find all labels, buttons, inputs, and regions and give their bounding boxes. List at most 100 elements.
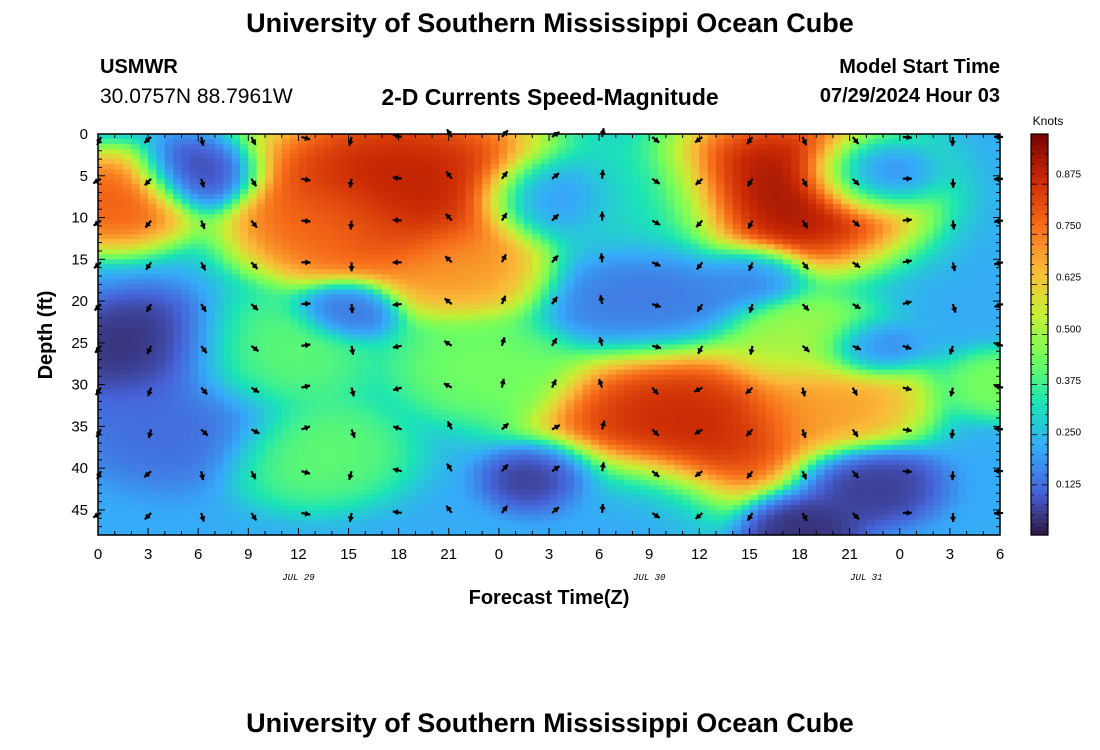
heatmap-cell	[590, 154, 600, 160]
heatmap-cell	[373, 314, 383, 321]
heatmap-cell	[590, 234, 600, 240]
heatmap-cell	[532, 464, 542, 471]
heatmap-cell	[281, 274, 291, 280]
heatmap-cell	[265, 479, 274, 486]
heatmap-cell	[139, 509, 149, 516]
heatmap-cell	[298, 499, 308, 506]
heatmap-cell	[131, 349, 141, 356]
heatmap-cell	[482, 379, 492, 386]
heatmap-cell	[106, 269, 116, 275]
heatmap-cell	[407, 224, 416, 230]
heatmap-cell	[340, 494, 350, 501]
heatmap-cell	[248, 314, 258, 321]
heatmap-cell	[498, 499, 508, 506]
heatmap-cell	[599, 379, 609, 386]
heatmap-cell	[398, 469, 408, 476]
heatmap-cell	[198, 429, 208, 436]
heatmap-cell	[181, 434, 191, 441]
heatmap-cell	[331, 394, 341, 401]
heatmap-cell	[123, 399, 133, 406]
heatmap-cell	[365, 384, 375, 391]
heatmap-cell	[532, 199, 542, 205]
heatmap-cell	[381, 474, 391, 481]
heatmap-cell	[148, 514, 158, 521]
heatmap-cell	[515, 449, 525, 456]
heatmap-cell	[557, 184, 567, 190]
heatmap-cell	[106, 309, 116, 316]
heatmap-cell	[206, 349, 216, 356]
heatmap-cell	[139, 364, 149, 371]
heatmap-cell	[565, 514, 575, 521]
heatmap-cell	[407, 404, 416, 411]
heatmap-cell	[206, 284, 216, 290]
heatmap-cell	[540, 364, 550, 371]
heatmap-cell	[457, 174, 467, 180]
heatmap-cell	[123, 419, 133, 426]
heatmap-cell	[281, 369, 291, 376]
heatmap-cell	[139, 214, 149, 220]
heatmap-cell	[607, 204, 617, 210]
heatmap-cell	[390, 164, 400, 170]
heatmap-cell	[189, 139, 199, 145]
heatmap-cell	[139, 359, 149, 366]
heatmap-cell	[373, 269, 383, 275]
heatmap-cell	[523, 224, 533, 230]
heatmap-cell	[390, 399, 400, 406]
heatmap-cell	[356, 354, 366, 361]
heatmap-cell	[323, 274, 333, 280]
heatmap-cell	[557, 519, 567, 526]
heatmap-cell	[590, 459, 600, 466]
heatmap-cell	[498, 159, 508, 165]
heatmap-cell	[373, 149, 383, 155]
heatmap-cell	[356, 469, 366, 476]
heatmap-cell	[281, 429, 291, 436]
heatmap-cell	[507, 479, 517, 486]
heatmap-cell	[599, 364, 609, 371]
heatmap-cell	[315, 264, 325, 270]
heatmap-cell	[457, 449, 467, 456]
heatmap-cell	[448, 339, 458, 346]
heatmap-cell	[540, 489, 550, 496]
heatmap-cell	[331, 289, 341, 295]
heatmap-cell	[256, 389, 266, 396]
heatmap-cell	[599, 369, 609, 376]
heatmap-cell	[340, 269, 350, 275]
heatmap-cell	[507, 284, 517, 290]
heatmap-cell	[523, 189, 533, 195]
heatmap-cell	[331, 294, 341, 301]
heatmap-cell	[615, 189, 625, 195]
heatmap-cell	[106, 509, 116, 516]
heatmap-cell	[164, 234, 174, 240]
heatmap-cell	[273, 399, 283, 406]
heatmap-cell	[315, 164, 325, 170]
heatmap-cell	[239, 469, 249, 476]
heatmap-cell	[131, 304, 141, 311]
heatmap-cell	[490, 204, 500, 210]
heatmap-cell	[189, 394, 199, 401]
heatmap-cell	[390, 159, 400, 165]
heatmap-cell	[515, 284, 525, 290]
heatmap-cell	[148, 339, 158, 346]
heatmap-cell	[498, 479, 508, 486]
heatmap-cell	[557, 414, 567, 421]
heatmap-cell	[306, 199, 316, 205]
heatmap-cell	[465, 304, 475, 311]
heatmap-cell	[398, 294, 408, 301]
heatmap-cell	[248, 149, 258, 155]
heatmap-cell	[231, 509, 241, 516]
heatmap-cell	[298, 514, 308, 521]
heatmap-cell	[98, 464, 107, 471]
heatmap-cell	[457, 364, 467, 371]
heatmap-cell	[557, 139, 567, 145]
heatmap-cell	[482, 164, 492, 170]
heatmap-cell	[273, 344, 283, 351]
heatmap-cell	[498, 344, 508, 351]
heatmap-cell	[432, 339, 442, 346]
heatmap-cell	[306, 374, 316, 381]
heatmap-cell	[398, 249, 408, 255]
heatmap-cell	[214, 319, 224, 326]
heatmap-cell	[248, 189, 258, 195]
heatmap-cell	[498, 139, 508, 145]
heatmap-cell	[248, 474, 258, 481]
heatmap-cell	[123, 384, 133, 391]
